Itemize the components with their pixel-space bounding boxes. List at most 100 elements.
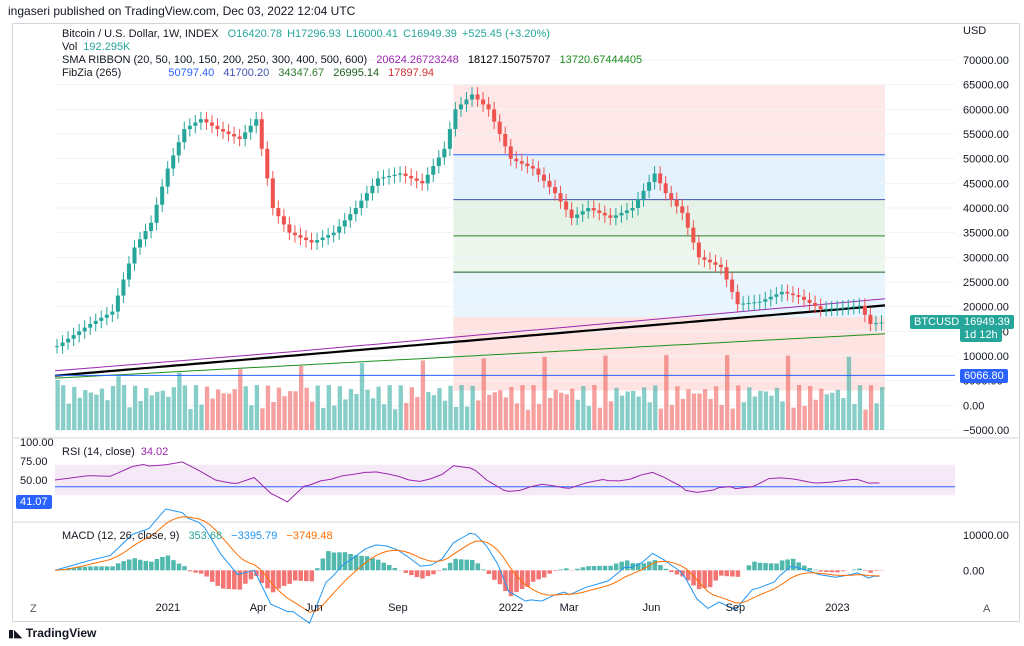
countdown-tag: 1d 12h — [960, 328, 1002, 342]
candle-body — [735, 291, 740, 305]
macd-hist-bar — [209, 570, 215, 582]
candle-body — [486, 104, 491, 110]
volume-bar — [77, 397, 82, 430]
volume-bar — [409, 387, 414, 430]
macd-hist-bar — [624, 560, 630, 571]
macd-hist-bar — [824, 570, 829, 572]
volume-bar — [166, 396, 171, 430]
volume-bar — [470, 385, 475, 430]
macd-hist-bar — [735, 570, 741, 577]
candle-body — [420, 180, 425, 184]
volume-bar — [105, 400, 110, 430]
volume-bar — [642, 387, 647, 430]
candle-body — [530, 166, 535, 169]
auto-scale-button[interactable]: A — [983, 603, 991, 615]
macd-hist-bar — [796, 562, 801, 571]
price-tick: 35000.00 — [963, 228, 1009, 240]
price-tick: 20000.00 — [963, 302, 1009, 314]
macd-hist-bar — [486, 570, 492, 575]
volume-bar — [398, 385, 403, 430]
fib-value-3: 34347.67 — [278, 67, 325, 79]
candle-body — [857, 305, 862, 307]
rsi-line — [54, 461, 880, 503]
volume-bar — [177, 372, 182, 430]
tv-icon: ▮◣ — [8, 628, 23, 640]
volume-bar — [752, 396, 758, 430]
volume-bar — [121, 385, 127, 430]
time-label: Sep — [726, 602, 746, 614]
volume-bar — [708, 398, 713, 430]
volume-bar — [94, 394, 99, 430]
candle-body — [580, 211, 585, 215]
candle-body — [276, 208, 281, 217]
candle-body — [840, 307, 845, 309]
candle-body — [165, 168, 170, 187]
macd-hist-bar — [763, 563, 768, 571]
currency-label: USD — [963, 25, 986, 37]
volume-bar — [442, 400, 448, 430]
candle-body — [292, 232, 297, 236]
volume-bar — [547, 397, 553, 430]
volume-bar — [282, 396, 287, 430]
symbol-tag: BTCUSD — [910, 315, 964, 329]
macd-hist-bar — [309, 570, 315, 582]
macd-tick: 0.00 — [963, 565, 984, 577]
volume-bar — [553, 389, 558, 430]
volume-bar — [310, 401, 315, 430]
macd-hist-bar — [807, 567, 813, 571]
candle-body — [193, 122, 198, 126]
volume-bar — [857, 385, 863, 430]
volume-bar — [404, 402, 409, 430]
volume-bar — [658, 408, 663, 430]
volume-bar — [603, 355, 608, 430]
price-tick: 70000.00 — [963, 55, 1009, 67]
ohlc-high: H17296.93 — [287, 28, 341, 40]
candle-body — [779, 291, 784, 295]
candle-body — [342, 220, 347, 227]
volume-bar — [221, 393, 226, 430]
macd-hist-bar — [536, 570, 541, 580]
volume-bar — [83, 390, 88, 430]
volume-bar — [725, 355, 730, 430]
candle-body — [630, 208, 635, 211]
macd-hist-bar — [414, 570, 420, 578]
volume-bar — [736, 385, 741, 430]
macd-hist-bar — [774, 563, 779, 571]
candle-body — [796, 295, 801, 297]
candle-body — [702, 257, 707, 260]
candle-body — [248, 125, 253, 133]
volume-bar — [199, 404, 204, 430]
candle-body — [66, 338, 71, 343]
zoom-left-button[interactable]: Z — [30, 603, 37, 615]
candle-body — [846, 306, 851, 308]
macd-hist-bar — [425, 570, 431, 577]
candle-body — [121, 279, 126, 296]
volume-bar — [453, 406, 459, 430]
macd-hist-bar — [187, 570, 193, 572]
fib-zone-5 — [453, 317, 885, 391]
candle-body — [182, 129, 187, 143]
candle-body — [569, 209, 574, 218]
volume-bar — [182, 385, 188, 430]
time-label: Apr — [250, 602, 267, 614]
candle-body — [674, 199, 679, 207]
volume-bar — [238, 369, 243, 430]
macd-line — [54, 508, 880, 624]
candle-body — [829, 308, 834, 310]
fib-value-2: 41700.20 — [223, 67, 270, 79]
candle-body — [597, 210, 602, 213]
candle-body — [270, 178, 275, 208]
macd-hist-value: 353.68 — [188, 530, 223, 542]
volume-bar — [509, 386, 514, 430]
macd-hist-bar — [470, 559, 475, 571]
macd-hist-bar — [813, 569, 818, 571]
volume-bar — [370, 398, 376, 430]
volume-bar — [863, 409, 868, 430]
candle-body — [331, 232, 336, 236]
macd-hist-bar — [409, 570, 414, 576]
candle-body — [862, 305, 867, 315]
volume-bar — [204, 386, 210, 430]
macd-hist-bar — [375, 559, 381, 571]
time-label: 2023 — [825, 602, 849, 614]
